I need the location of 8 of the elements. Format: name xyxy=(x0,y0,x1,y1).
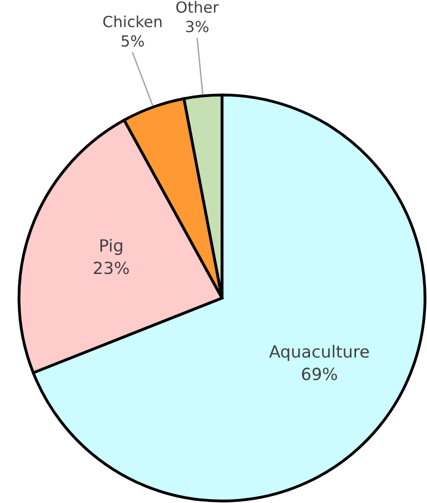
slice-label: Chicken xyxy=(103,15,162,28)
data-label: 69% xyxy=(302,368,337,380)
data-label: 23% xyxy=(94,262,129,274)
slice-label: Other xyxy=(176,1,219,13)
data-label: 3% xyxy=(186,20,208,32)
slice-label: Aquaculture xyxy=(269,344,369,362)
data-label: 5% xyxy=(122,35,144,47)
slice-label: Pig xyxy=(100,238,122,255)
